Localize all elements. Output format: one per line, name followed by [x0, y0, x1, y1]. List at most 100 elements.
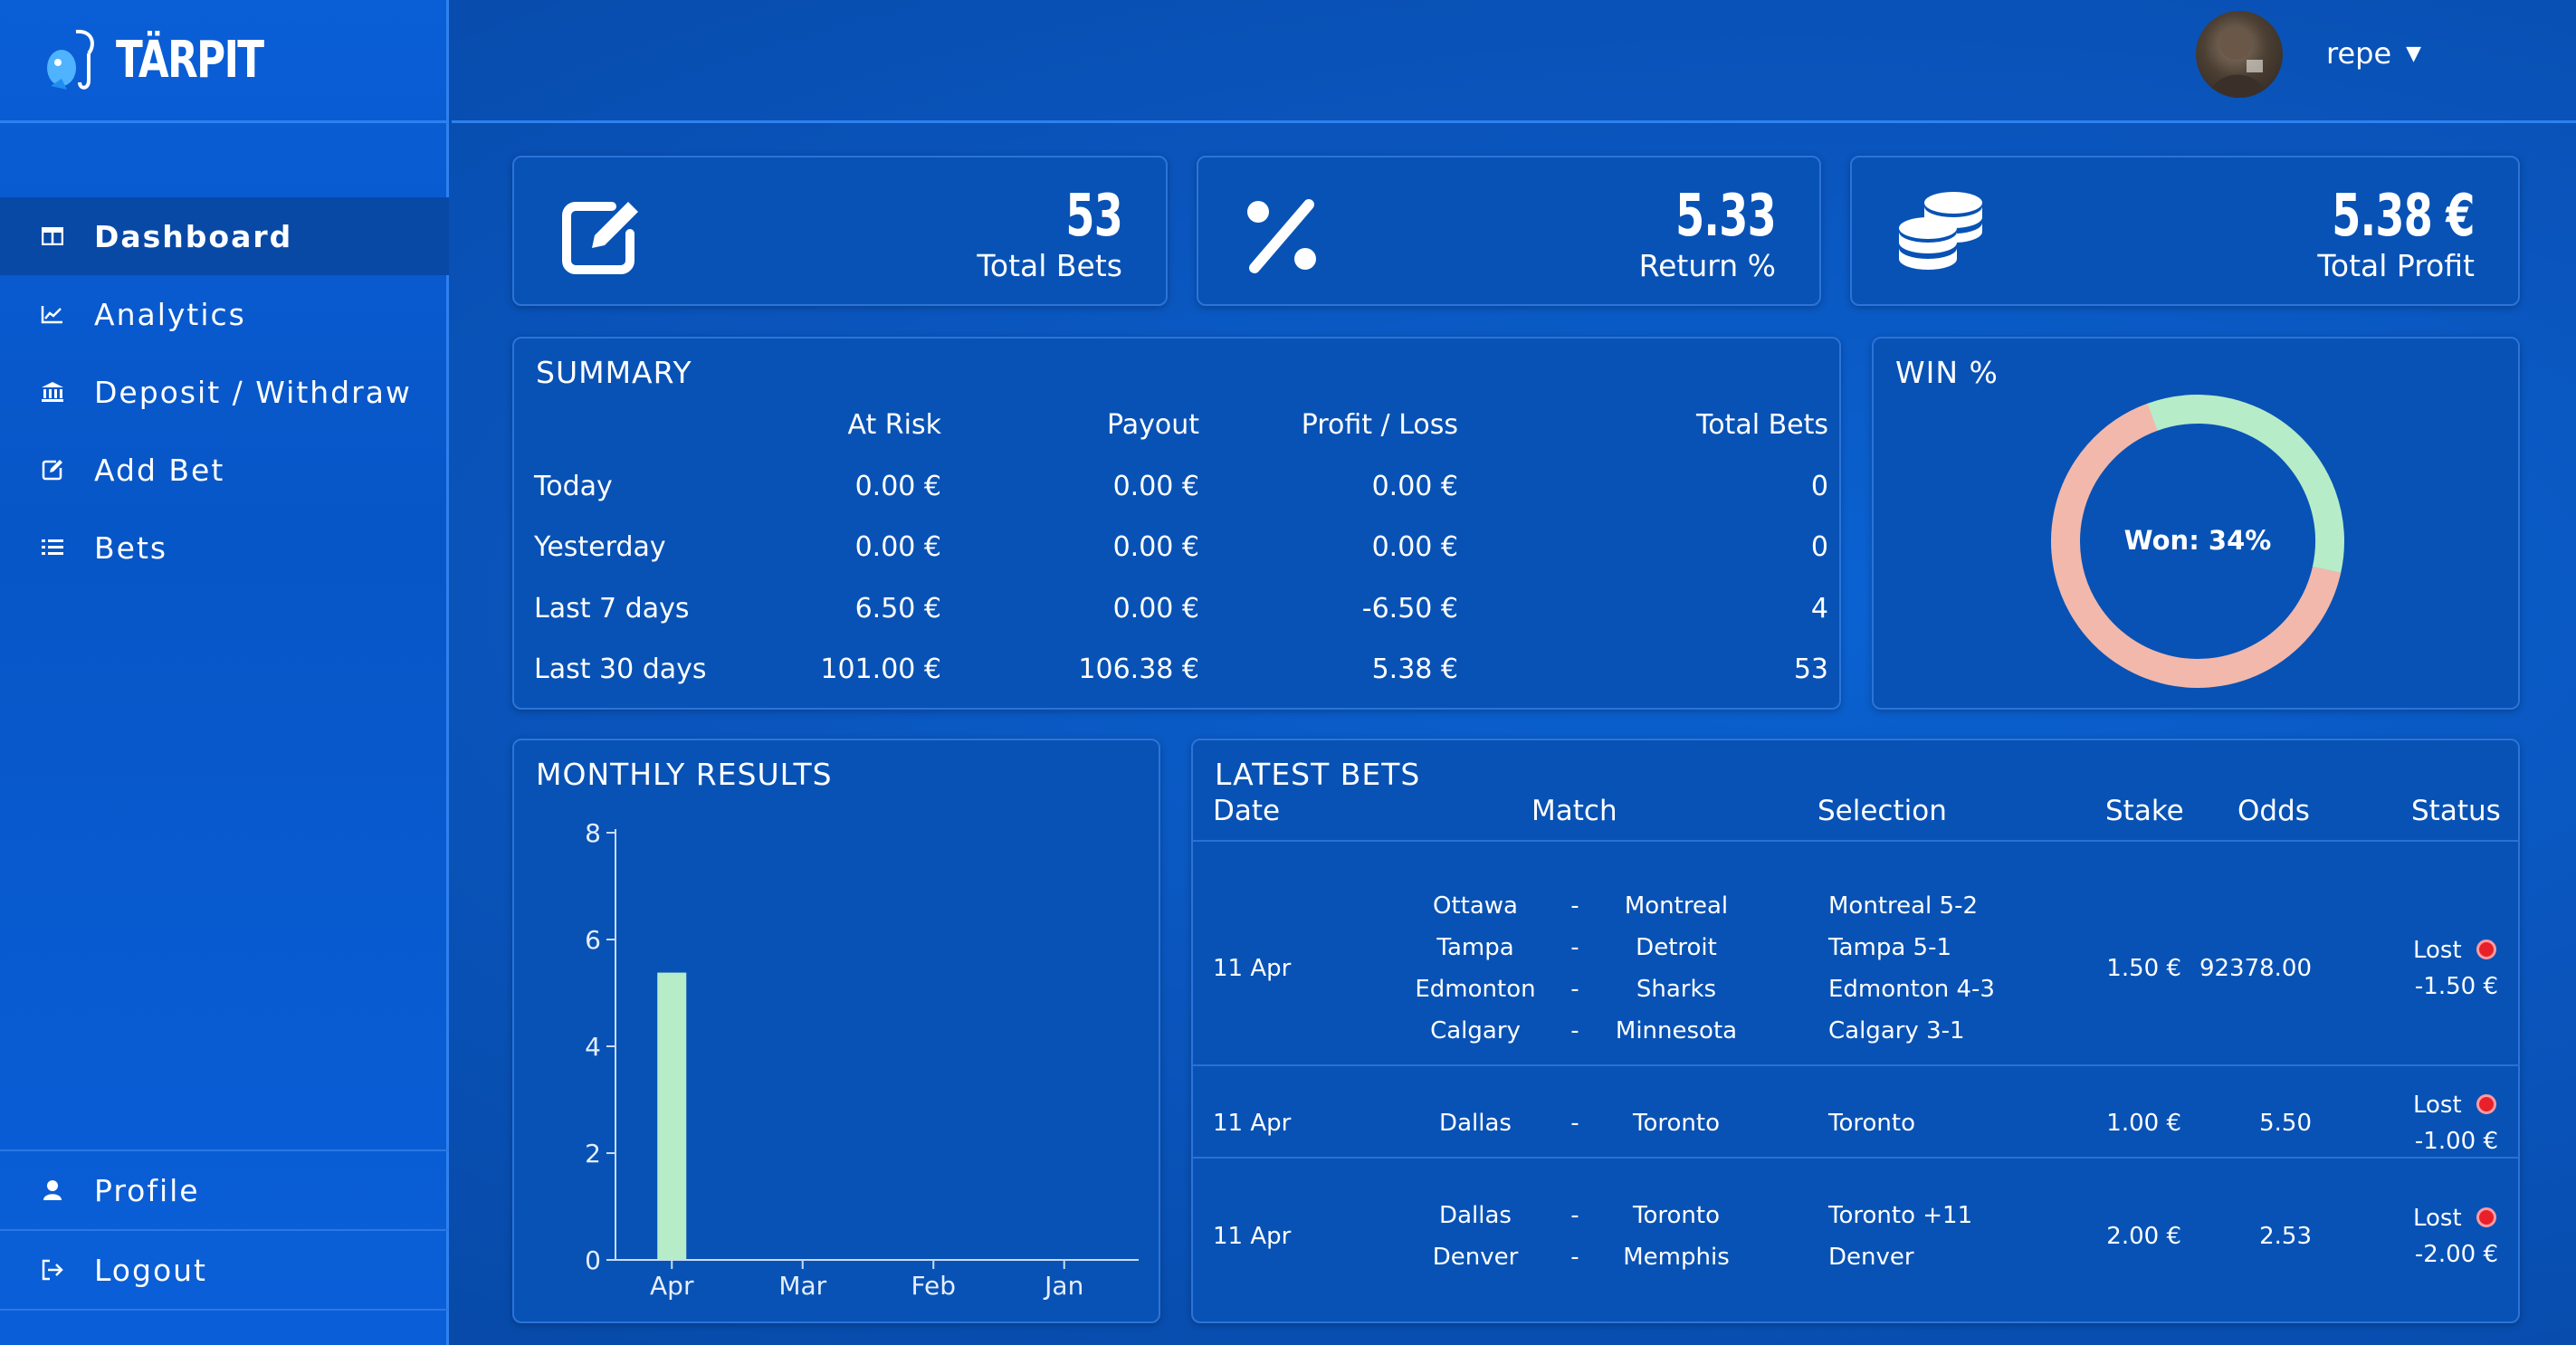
column-header-odds: Odds	[2237, 795, 2310, 827]
avatar-photo-icon	[2209, 27, 2268, 98]
selection-label: Tampa 5-1	[1828, 934, 1952, 961]
cell-profit-loss: 0.00 €	[1371, 531, 1458, 563]
fish-hook-logo-icon	[47, 29, 94, 90]
summary-title: SUMMARY	[536, 355, 692, 390]
row-divider	[1193, 1064, 2520, 1066]
sidebar-item-label: Add Bet	[94, 452, 225, 488]
column-header-stake: Stake	[2105, 795, 2184, 827]
sidebar-item-label: Dashboard	[94, 218, 293, 254]
summary-header-row: At Risk Payout Profit / Loss Total Bets	[534, 409, 1850, 445]
match-away-team: Sharks	[1636, 976, 1717, 1003]
bet-stake: 2.00 €	[2106, 1223, 2181, 1250]
bet-date: 11 Apr	[1213, 1110, 1292, 1137]
logo-area[interactable]: TÄRPIT	[0, 0, 449, 123]
sidebar-item-label: Bets	[94, 529, 168, 566]
status-lost-dot-icon	[2476, 1207, 2496, 1227]
y-tick-label: 4	[585, 1032, 601, 1062]
cell-profit-loss: 5.38 €	[1371, 653, 1458, 685]
table-row: Last 7 days 6.50 € 0.00 € -6.50 € 4	[534, 593, 1850, 629]
selection-label: Toronto +11	[1828, 1202, 1973, 1229]
bet-stake: 1.00 €	[2106, 1110, 2181, 1137]
match-home-team: Denver	[1432, 1244, 1519, 1271]
sidebar-item-profile[interactable]: Profile	[0, 1151, 449, 1231]
cell-profit-loss: -6.50 €	[1361, 593, 1458, 625]
match-separator: -	[1570, 1244, 1579, 1271]
selection-label: Denver	[1828, 1244, 1914, 1271]
selection-label: Montreal 5-2	[1828, 892, 1979, 920]
selection-label: Calgary 3-1	[1828, 1017, 1965, 1045]
logout-icon	[40, 1257, 65, 1283]
selection-label: Edmonton 4-3	[1828, 976, 1995, 1003]
x-tick-label: Apr	[650, 1271, 694, 1301]
stat-label: Total Bets	[977, 248, 1122, 283]
cell-total-bets: 0	[1810, 471, 1828, 502]
cell-total-bets: 0	[1810, 531, 1828, 563]
bet-status: Lost	[2413, 937, 2496, 964]
match-separator: -	[1570, 1017, 1579, 1045]
column-header-match: Match	[1531, 795, 1617, 827]
table-row: Yesterday 0.00 € 0.00 € 0.00 € 0	[534, 531, 1850, 568]
row-label: Last 30 days	[534, 653, 707, 685]
list-icon	[40, 535, 65, 560]
summary-card: SUMMARY	[512, 337, 1841, 710]
x-tick-label: Feb	[911, 1271, 956, 1301]
match-away-team: Montreal	[1624, 892, 1729, 920]
match-separator: -	[1570, 976, 1579, 1003]
column-header: At Risk	[847, 409, 941, 441]
avatar[interactable]	[2196, 11, 2283, 98]
user-menu[interactable]: repe ▼	[2326, 36, 2421, 71]
match-separator: -	[1570, 934, 1579, 961]
cell-payout: 0.00 €	[1112, 471, 1199, 502]
line-chart-icon	[40, 301, 65, 327]
win-center-label: Won: 34%	[2123, 525, 2272, 556]
bet-date: 11 Apr	[1213, 1223, 1292, 1250]
bet-result: -1.50 €	[2414, 973, 2498, 1000]
chevron-down-icon: ▼	[2406, 42, 2422, 65]
cell-payout: 0.00 €	[1112, 531, 1199, 563]
column-header-date: Date	[1213, 795, 1281, 827]
stat-card-return: 5.33 Return %	[1197, 156, 1821, 306]
bet-result: -1.00 €	[2414, 1128, 2498, 1155]
match-away-team: Toronto	[1633, 1110, 1720, 1137]
match-home-team: Edmonton	[1415, 976, 1536, 1003]
columns-icon	[40, 224, 65, 249]
status-lost-dot-icon	[2476, 1094, 2496, 1114]
cell-at-risk: 6.50 €	[854, 593, 941, 625]
bank-icon	[40, 379, 65, 405]
cell-total-bets: 4	[1810, 593, 1828, 625]
monthly-bar-chart: 0 2 4 6 8 Apr Mar Feb Jan	[585, 818, 1139, 1301]
cell-payout: 106.38 €	[1078, 653, 1199, 685]
user-icon	[40, 1178, 65, 1203]
sidebar-item-deposit-withdraw[interactable]: Deposit / Withdraw	[0, 353, 449, 431]
selection-label: Toronto	[1828, 1110, 1915, 1137]
stat-label: Return %	[1638, 248, 1776, 283]
stat-label: Total Profit	[2317, 248, 2475, 283]
x-tick-label: Mar	[778, 1271, 826, 1301]
row-divider	[1193, 1157, 2520, 1159]
bet-status: Lost	[2413, 1092, 2496, 1119]
match-home-team: Dallas	[1439, 1202, 1512, 1229]
row-label: Today	[534, 471, 613, 502]
sidebar-item-add-bet[interactable]: Add Bet	[0, 431, 449, 509]
sidebar-item-logout[interactable]: Logout	[0, 1231, 449, 1311]
header-divider	[1193, 840, 2520, 842]
sidebar: TÄRPIT Dashboard Analytics Deposit / Wit…	[0, 0, 449, 1345]
sidebar-item-bets[interactable]: Bets	[0, 509, 449, 587]
row-label: Last 7 days	[534, 593, 690, 625]
match-away-team: Detroit	[1636, 934, 1717, 961]
win-percent-card: WIN % Won: 34%	[1872, 337, 2520, 710]
bet-stake: 1.50 €	[2106, 955, 2181, 982]
latest-bets-card: LATEST BETS	[1191, 739, 2520, 1323]
match-home-team: Calgary	[1430, 1017, 1521, 1045]
column-header: Profit / Loss	[1301, 409, 1458, 441]
app-logo-text: TÄRPIT	[116, 31, 264, 90]
bet-date: 11 Apr	[1213, 955, 1292, 982]
sidebar-item-label: Analytics	[94, 296, 246, 332]
sidebar-item-analytics[interactable]: Analytics	[0, 275, 449, 353]
bar	[657, 972, 687, 1260]
match-separator: -	[1570, 1110, 1579, 1137]
table-row: Today 0.00 € 0.00 € 0.00 € 0	[534, 471, 1850, 507]
sidebar-item-dashboard[interactable]: Dashboard	[0, 197, 449, 275]
monthly-results-card: MONTHLY RESULTS 0 2 4 6 8 Apr Mar Feb Jan	[512, 739, 1160, 1323]
latest-bets-title: LATEST BETS	[1215, 757, 1421, 792]
